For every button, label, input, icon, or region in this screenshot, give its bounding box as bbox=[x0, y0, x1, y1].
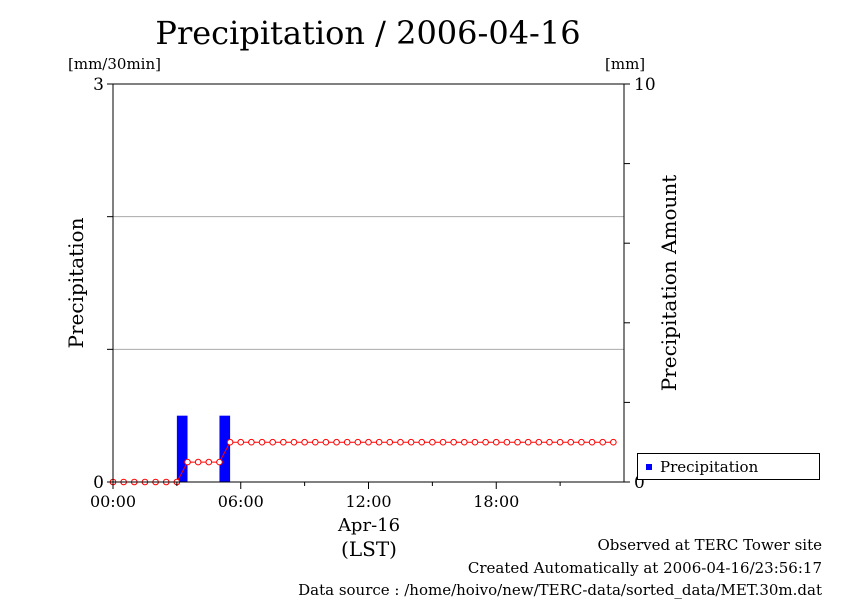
precipitation-amount-point bbox=[311, 438, 319, 446]
plot-area-frame bbox=[112, 83, 625, 483]
left-axis-unit: [mm/30min] bbox=[68, 55, 161, 73]
precipitation-amount-point bbox=[194, 458, 202, 466]
left-axis-tick-label: 3 bbox=[93, 75, 104, 95]
precipitation-bars bbox=[176, 415, 231, 482]
precipitation-amount-point bbox=[492, 438, 500, 446]
precipitation-amount-point bbox=[418, 438, 426, 446]
precipitation-amount-point bbox=[237, 438, 245, 446]
precipitation-amount-point bbox=[269, 438, 276, 446]
footer-source: Data source : /home/hoivo/new/TERC-data/… bbox=[298, 581, 822, 599]
precipitation-amount-point bbox=[610, 438, 617, 446]
precipitation-amount-point bbox=[258, 438, 266, 446]
right-axis-tick-label: 0 bbox=[634, 473, 645, 493]
precipitation-amount-point bbox=[407, 438, 415, 446]
precipitation-amount-point bbox=[365, 438, 372, 446]
precipitation-amount-point bbox=[546, 438, 553, 446]
x-axis-tick-label: 00:00 bbox=[90, 492, 136, 511]
precipitation-amount-point bbox=[599, 438, 607, 446]
precipitation-amount-point bbox=[375, 438, 383, 446]
precipitation-amount-point bbox=[248, 438, 255, 446]
precipitation-amount-point bbox=[471, 438, 479, 446]
precipitation-amount-point bbox=[429, 438, 436, 446]
x-axis-tick-label: 06:00 bbox=[218, 492, 264, 511]
legend-swatch-precipitation bbox=[646, 464, 652, 470]
precipitation-amount-point bbox=[567, 438, 575, 446]
precipitation-amount-point bbox=[184, 458, 191, 466]
precipitation-amount-point bbox=[322, 438, 330, 446]
precipitation-amount-point bbox=[450, 438, 457, 446]
precipitation-amount-point bbox=[503, 438, 511, 446]
axis-ticks bbox=[107, 83, 630, 489]
precipitation-bar bbox=[219, 415, 231, 482]
precipitation-amount-point bbox=[386, 438, 394, 446]
precipitation-amount-point bbox=[514, 438, 521, 446]
legend-label-precipitation: Precipitation bbox=[660, 458, 759, 476]
x-axis-tick-label: 12:00 bbox=[345, 492, 391, 511]
precipitation-amount-point bbox=[290, 438, 298, 446]
grid-lines bbox=[113, 216, 624, 350]
x-axis-timezone-label: (LST) bbox=[341, 537, 397, 561]
precipitation-amount-point bbox=[354, 438, 362, 446]
precipitation-amount-point bbox=[216, 458, 223, 466]
precipitation-amount-point bbox=[578, 438, 585, 446]
precipitation-amount-point bbox=[535, 438, 543, 446]
precipitation-amount-point bbox=[439, 438, 447, 446]
precipitation-amount-point bbox=[524, 438, 532, 446]
precipitation-amount-point bbox=[333, 438, 340, 446]
footer-created: Created Automatically at 2006-04-16/23:5… bbox=[467, 559, 822, 577]
precipitation-amount-point bbox=[226, 438, 234, 446]
precipitation-amount-point bbox=[397, 438, 404, 446]
tick-labels: 0 3 0 10 00:00 06:00 12:00 18:00 bbox=[90, 75, 656, 511]
chart-title: Precipitation / 2006-04-16 bbox=[155, 14, 581, 52]
precipitation-bar bbox=[176, 415, 188, 482]
chart-legend: Precipitation bbox=[637, 453, 820, 480]
precipitation-amount-point bbox=[556, 438, 564, 446]
precipitation-amount-point bbox=[343, 438, 351, 446]
right-axis-tick-label: 10 bbox=[634, 75, 656, 95]
x-axis-date-label: Apr-16 bbox=[337, 515, 401, 536]
precipitation-amount-point bbox=[461, 438, 468, 446]
precipitation-amount-point bbox=[280, 438, 287, 446]
precipitation-amount-point bbox=[301, 438, 308, 446]
precipitation-amount-point bbox=[482, 438, 489, 446]
x-axis-tick-label: 18:00 bbox=[473, 492, 519, 511]
precipitation-amount-point bbox=[588, 438, 596, 446]
precipitation-amount-point bbox=[205, 458, 213, 466]
footer-observed: Observed at TERC Tower site bbox=[597, 536, 822, 554]
right-axis-unit: [mm] bbox=[605, 55, 646, 73]
left-axis-tick-label: 0 bbox=[93, 473, 104, 493]
